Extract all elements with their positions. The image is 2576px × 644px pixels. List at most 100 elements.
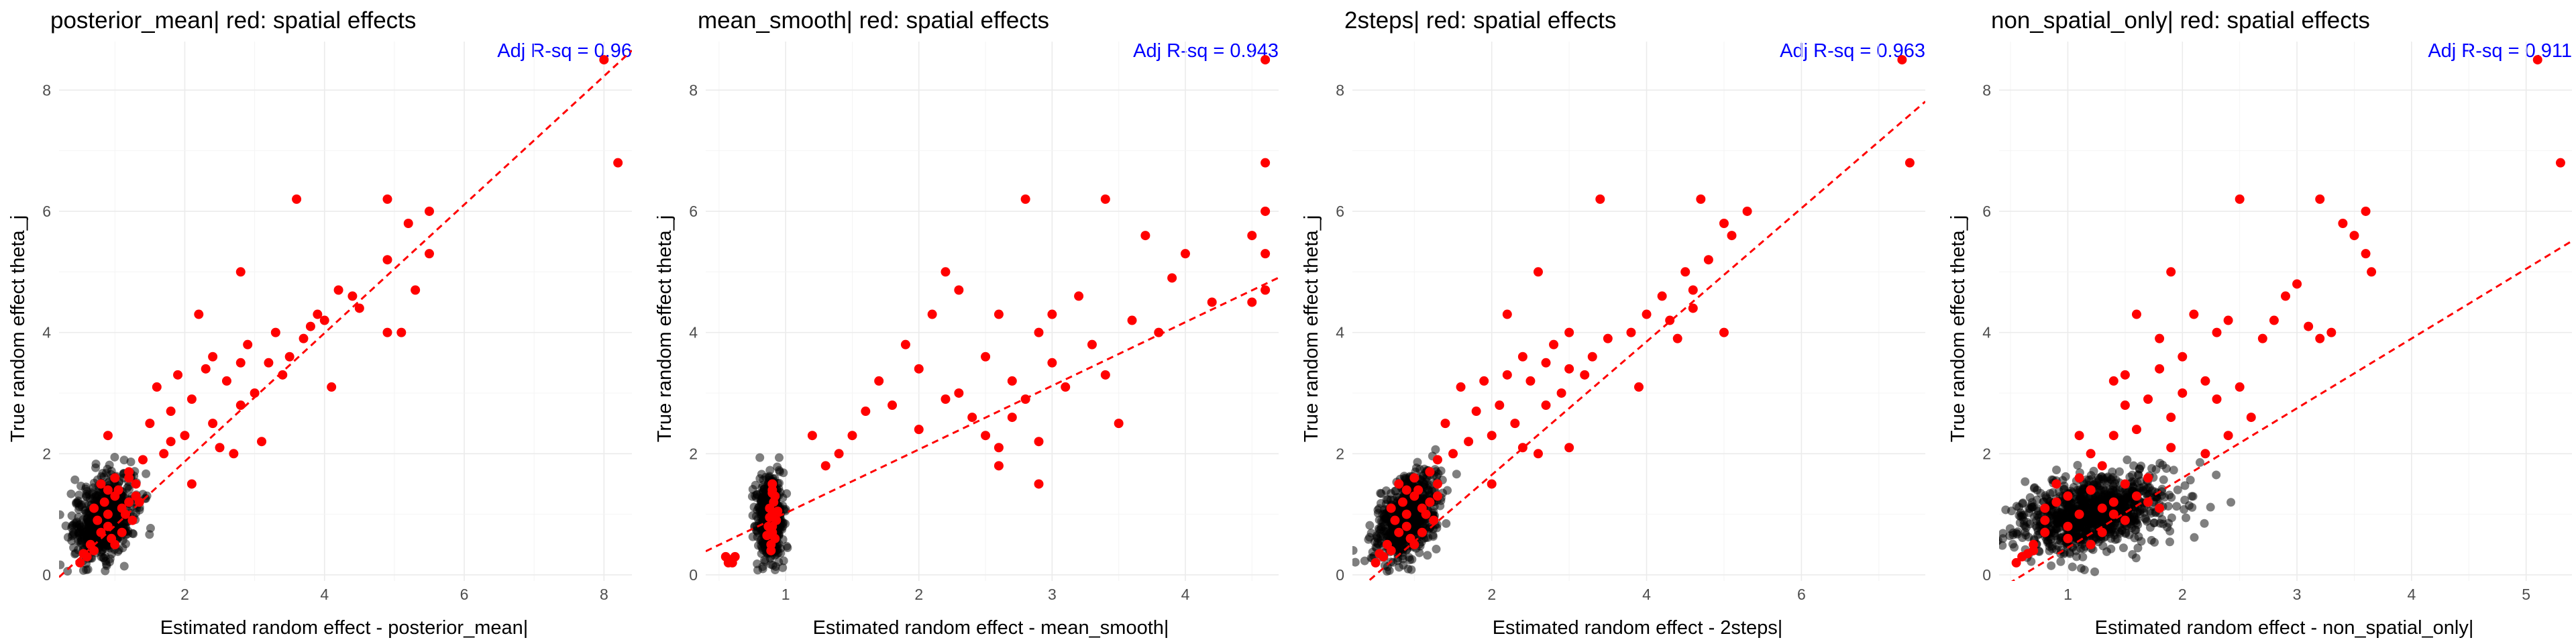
nonspatial-point — [70, 475, 80, 484]
nonspatial-point — [1408, 500, 1417, 509]
spatial-point — [730, 551, 740, 561]
nonspatial-point — [2094, 474, 2103, 483]
spatial-point — [723, 557, 733, 568]
spatial-point — [1897, 55, 1907, 65]
nonspatial-point — [1989, 543, 1998, 552]
nonspatial-point — [124, 482, 133, 491]
spatial-point — [103, 485, 113, 495]
nonspatial-point — [2157, 491, 2166, 500]
spatial-point — [2155, 333, 2165, 343]
spatial-point — [834, 449, 844, 459]
nonspatial-point — [1400, 474, 1409, 483]
spatial-point — [2555, 158, 2565, 168]
nonspatial-point — [2090, 513, 2100, 522]
nonspatial-point — [2108, 483, 2118, 492]
nonspatial-point — [1415, 548, 1424, 557]
spatial-point — [1549, 339, 1559, 350]
spatial-point — [221, 376, 231, 386]
nonspatial-point — [67, 511, 76, 521]
spatial-point — [994, 461, 1004, 471]
spatial-point — [1100, 370, 1110, 380]
nonspatial-point — [2052, 466, 2061, 475]
nonspatial-point — [2078, 552, 2088, 561]
spatial-point — [424, 206, 434, 216]
spatial-point — [180, 431, 190, 441]
spatial-point — [1479, 376, 1489, 386]
plot-area-3: 2 4 6 0 2 4 6 8 — [1336, 42, 1925, 603]
nonspatial-point — [1423, 551, 1432, 560]
nonspatial-point — [751, 480, 760, 490]
spatial-point — [1672, 333, 1682, 343]
panel-title: non_spatial_only| red: spatial effects — [1991, 7, 2370, 34]
spatial-point — [120, 509, 130, 519]
spatial-point — [2097, 527, 2107, 537]
nonspatial-point — [1413, 458, 1422, 467]
spatial-point — [1401, 521, 1411, 531]
spatial-point — [1371, 557, 1381, 568]
spatial-point — [1703, 255, 1713, 265]
spatial-point — [1564, 364, 1574, 374]
spatial-point — [110, 539, 120, 549]
spatial-point — [1727, 231, 1737, 241]
nonspatial-point — [2077, 540, 2086, 549]
spatial-point — [1394, 479, 1404, 489]
spatial-point — [2212, 327, 2222, 337]
y-axis-title: True random effect theta_j — [1947, 215, 1969, 443]
nonspatial-point — [2074, 495, 2084, 504]
nonspatial-point — [2065, 547, 2074, 557]
nonspatial-point — [1365, 533, 1375, 542]
spatial-point — [2131, 425, 2141, 435]
nonspatial-point — [2083, 504, 2092, 514]
nonspatial-point — [1375, 504, 1384, 513]
spatial-point — [2120, 370, 2130, 380]
spatial-point — [1425, 497, 1435, 507]
spatial-point — [103, 431, 113, 441]
x-tick-label: 3 — [2293, 586, 2302, 603]
nonspatial-point — [2118, 543, 2128, 553]
nonspatial-point — [2112, 534, 2122, 543]
spatial-point — [773, 506, 783, 517]
spatial-point — [1533, 449, 1543, 459]
spatial-point — [1495, 400, 1505, 411]
spatial-point — [847, 431, 857, 441]
regression-line — [706, 276, 1279, 553]
spatial-point — [1425, 467, 1435, 477]
nonspatial-point — [2137, 537, 2146, 546]
spatial-point — [235, 400, 246, 411]
y-tick-label: 6 — [1336, 203, 1344, 220]
spatial-point — [2361, 249, 2371, 259]
spatial-point — [2269, 315, 2279, 325]
y-tick-label: 4 — [689, 324, 698, 341]
spatial-point — [2051, 479, 2061, 489]
spatial-point — [208, 419, 218, 429]
nonspatial-point — [2180, 504, 2189, 514]
nonspatial-point — [2161, 464, 2171, 473]
spatial-point — [2315, 333, 2325, 343]
spatial-point — [1517, 352, 1527, 362]
x-tick-label: 2 — [914, 586, 923, 603]
spatial-point — [1386, 503, 1396, 513]
nonspatial-point — [2137, 462, 2146, 471]
spatial-point — [2131, 491, 2141, 501]
nonspatial-point — [2015, 502, 2024, 512]
nonspatial-point — [2025, 508, 2034, 517]
spatial-point — [2178, 352, 2188, 362]
points — [720, 55, 1271, 575]
y-tick-label: 4 — [42, 324, 51, 341]
spatial-point — [1429, 515, 1439, 525]
spatial-point — [1487, 479, 1497, 489]
nonspatial-point — [2096, 495, 2106, 504]
spatial-point — [2040, 503, 2050, 513]
nonspatial-point — [2018, 533, 2027, 543]
spatial-point — [235, 358, 246, 368]
spatial-point — [270, 327, 280, 337]
spatial-point — [235, 267, 246, 277]
nonspatial-point — [1365, 521, 1375, 530]
spatial-point — [900, 339, 910, 350]
nonspatial-point — [119, 455, 129, 465]
nonspatial-point — [107, 549, 116, 559]
nonspatial-point — [1360, 556, 1369, 566]
spatial-point — [1642, 309, 1652, 319]
spatial-point — [613, 158, 623, 168]
spatial-point — [807, 431, 817, 441]
